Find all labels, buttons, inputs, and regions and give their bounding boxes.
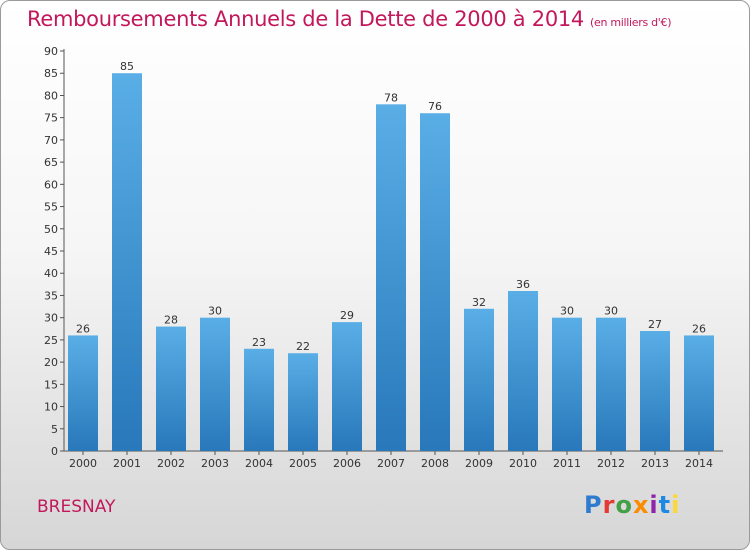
logo-letter: i <box>671 491 681 519</box>
x-tick-label: 2011 <box>553 457 581 470</box>
y-tick-label: 30 <box>44 312 58 325</box>
bar-2001 <box>112 73 142 451</box>
y-tick-label: 40 <box>44 267 58 280</box>
data-label: 32 <box>472 296 486 309</box>
y-tick-label: 50 <box>44 223 58 236</box>
logo-letter: o <box>615 491 633 519</box>
bar-2008 <box>420 113 450 451</box>
data-label: 30 <box>604 305 618 318</box>
data-label: 30 <box>560 305 574 318</box>
y-tick-label: 75 <box>44 112 58 125</box>
y-tick-label: 0 <box>51 445 58 458</box>
chart-title: Remboursements Annuels de la Dette de 20… <box>27 7 671 31</box>
chart-bars <box>68 73 714 451</box>
y-tick-label: 55 <box>44 201 58 214</box>
logo-letter: t <box>658 491 672 519</box>
data-label: 76 <box>428 100 442 113</box>
bar-2010 <box>508 291 538 451</box>
x-tick-label: 2005 <box>289 457 317 470</box>
y-tick-label: 5 <box>51 423 58 436</box>
bar-2007 <box>376 104 406 451</box>
bar-2012 <box>596 317 626 451</box>
y-tick-label: 65 <box>44 156 58 169</box>
x-tick-label: 2007 <box>377 457 405 470</box>
y-tick-label: 10 <box>44 401 58 414</box>
bar-2002 <box>156 326 186 451</box>
y-tick-label: 15 <box>44 378 58 391</box>
bar-2004 <box>244 348 274 451</box>
x-tick-label: 2003 <box>201 457 229 470</box>
y-tick-label: 60 <box>44 178 58 191</box>
data-label: 28 <box>164 314 178 327</box>
y-tick-label: 80 <box>44 89 58 102</box>
x-tick-label: 2006 <box>333 457 361 470</box>
bar-2005 <box>288 353 318 451</box>
x-tick-label: 2013 <box>641 457 669 470</box>
x-tick-label: 2001 <box>113 457 141 470</box>
y-tick-label: 45 <box>44 245 58 258</box>
data-label: 23 <box>252 336 266 349</box>
data-label: 78 <box>384 91 398 104</box>
data-label: 26 <box>692 322 706 335</box>
chart-data-labels: 26 85 28 30 23 22 29 78 76 32 36 30 30 27 26 <box>76 60 706 353</box>
data-label: 29 <box>340 309 354 322</box>
bar-2006 <box>332 322 362 451</box>
logo-letter: P <box>584 491 603 519</box>
y-tick-label: 90 <box>44 45 58 58</box>
x-tick-label: 2014 <box>685 457 713 470</box>
data-label: 26 <box>76 322 90 335</box>
data-label: 30 <box>208 305 222 318</box>
x-tick-label: 2004 <box>245 457 273 470</box>
bar-2000 <box>68 335 98 451</box>
x-tick-label: 2002 <box>157 457 185 470</box>
x-tick-label: 2010 <box>509 457 537 470</box>
bar-2014 <box>684 335 714 451</box>
logo-letter: r <box>602 491 616 519</box>
y-tick-label: 85 <box>44 67 58 80</box>
y-tick-label: 25 <box>44 334 58 347</box>
x-tick-label: 2008 <box>421 457 449 470</box>
bar-2003 <box>200 317 230 451</box>
chart-axes: 0 5 10 15 20 25 30 35 40 45 50 55 60 65 70 75 80 85 90 2000… <box>44 45 723 470</box>
data-label: 27 <box>648 318 662 331</box>
chart-title-unit: (en milliers d'€) <box>590 16 672 29</box>
x-tick-label: 2000 <box>69 457 97 470</box>
logo-letter: x <box>632 491 650 519</box>
proxiti-logo: Proxiti <box>584 491 680 519</box>
commune-name: BRESNAY <box>37 497 116 517</box>
y-tick-label: 20 <box>44 356 58 369</box>
data-label: 22 <box>296 340 310 353</box>
bar-2011 <box>552 317 582 451</box>
bar-2009 <box>464 308 494 451</box>
x-tick-label: 2012 <box>597 457 625 470</box>
logo-letter: i <box>649 491 659 519</box>
y-tick-label: 70 <box>44 134 58 147</box>
chart-title-text: Remboursements Annuels de la Dette de 20… <box>27 7 584 31</box>
data-label: 85 <box>120 60 134 73</box>
x-tick-label: 2009 <box>465 457 493 470</box>
data-label: 36 <box>516 278 530 291</box>
y-tick-label: 35 <box>44 289 58 302</box>
bar-2013 <box>640 331 670 451</box>
